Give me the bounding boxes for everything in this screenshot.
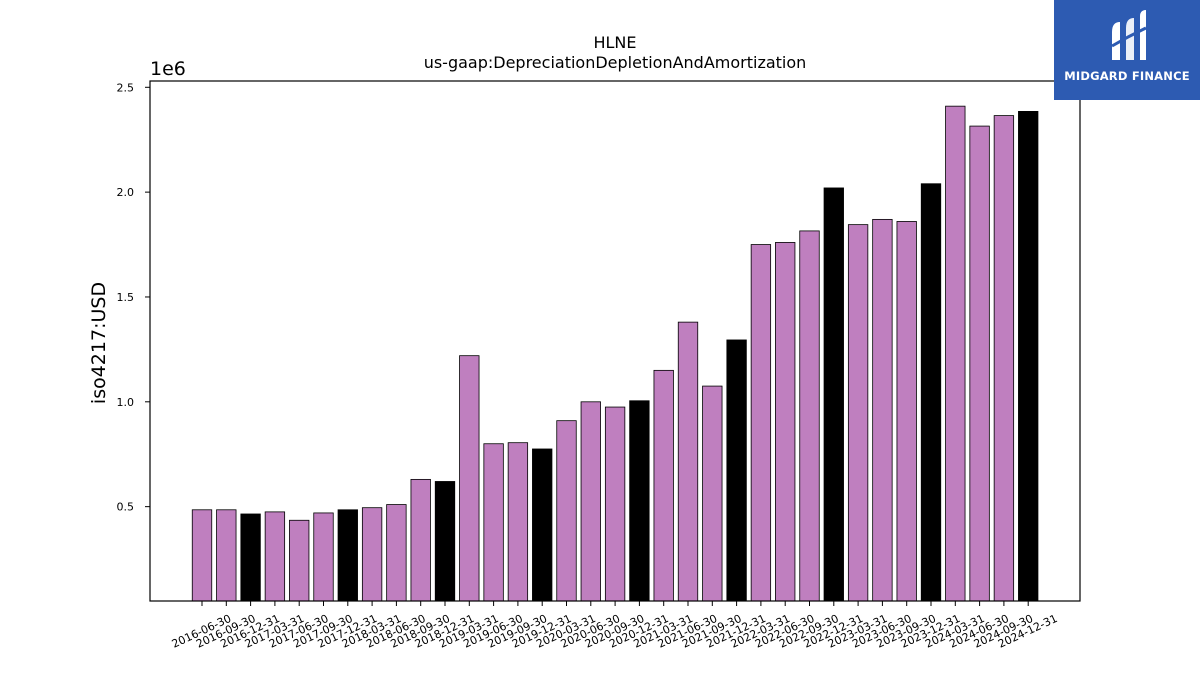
- bar-2016-12-31: [240, 513, 261, 602]
- bar-2016-06-30: [191, 509, 213, 602]
- bar-2024-09-30: [993, 115, 1015, 602]
- chart-title: HLNE: [593, 33, 636, 52]
- bar-2018-03-31: [361, 507, 383, 602]
- y-axis-label: iso4217:USD: [88, 282, 110, 404]
- bar-2022-06-30: [775, 242, 796, 602]
- plot-frame: [149, 80, 1081, 602]
- bar-2022-09-30: [799, 230, 820, 602]
- bar-2021-03-31: [653, 369, 674, 602]
- y-tick-label: 2.0: [117, 186, 135, 199]
- bar-2020-09-30: [604, 406, 626, 602]
- brand-name: MIDGARD FINANCE: [1064, 69, 1190, 83]
- bar-2023-09-30: [896, 221, 917, 602]
- chart-subtitle: us-gaap:DepreciationDepletionAndAmortiza…: [424, 53, 807, 72]
- bar-2017-09-30: [313, 512, 334, 602]
- bar-2019-03-31: [459, 355, 480, 602]
- bar-2018-09-30: [410, 478, 431, 602]
- y-tick-label: 2.5: [117, 81, 135, 94]
- bar-2024-03-31: [945, 105, 966, 602]
- bar-2022-12-31: [823, 187, 844, 602]
- bar-2020-12-31: [629, 400, 650, 602]
- x-axis-ticks: 2016-06-302016-09-302016-12-312017-03-31…: [170, 601, 1059, 651]
- bar-2019-06-30: [483, 443, 504, 602]
- bar-2023-12-31: [920, 183, 942, 602]
- bar-2019-12-31: [532, 448, 553, 602]
- midgard-logo-icon: [1111, 10, 1147, 60]
- bar-2024-12-31: [1018, 111, 1039, 602]
- bar-2021-12-31: [726, 339, 747, 602]
- bar-2017-12-31: [337, 509, 358, 602]
- bar-2023-06-30: [872, 218, 893, 602]
- y-tick-label: 1.0: [117, 396, 135, 409]
- bar-2018-12-31: [434, 481, 456, 602]
- bar-2017-06-30: [289, 519, 310, 602]
- brand-logo: MIDGARD FINANCE: [1054, 0, 1200, 100]
- bar-2020-03-31: [556, 420, 577, 602]
- bars-group: [191, 105, 1039, 602]
- bar-2020-06-30: [580, 401, 601, 602]
- y-axis-multiplier: 1e6: [150, 58, 186, 80]
- bar-2017-03-31: [264, 511, 286, 602]
- bar-2016-09-30: [216, 509, 237, 602]
- bar-2022-03-31: [750, 244, 772, 602]
- bar-2024-06-30: [969, 125, 990, 602]
- bar-2018-06-30: [386, 504, 407, 602]
- y-tick-label: 1.5: [117, 291, 135, 304]
- bar-2021-09-30: [702, 385, 723, 602]
- bar-2023-03-31: [847, 224, 869, 602]
- y-tick-label: 0.5: [117, 501, 135, 514]
- y-axis-ticks: 0.5 1.0 1.5 2.0 2.5: [117, 81, 150, 514]
- bar-2019-09-30: [507, 442, 529, 602]
- bar-2021-06-30: [677, 321, 699, 602]
